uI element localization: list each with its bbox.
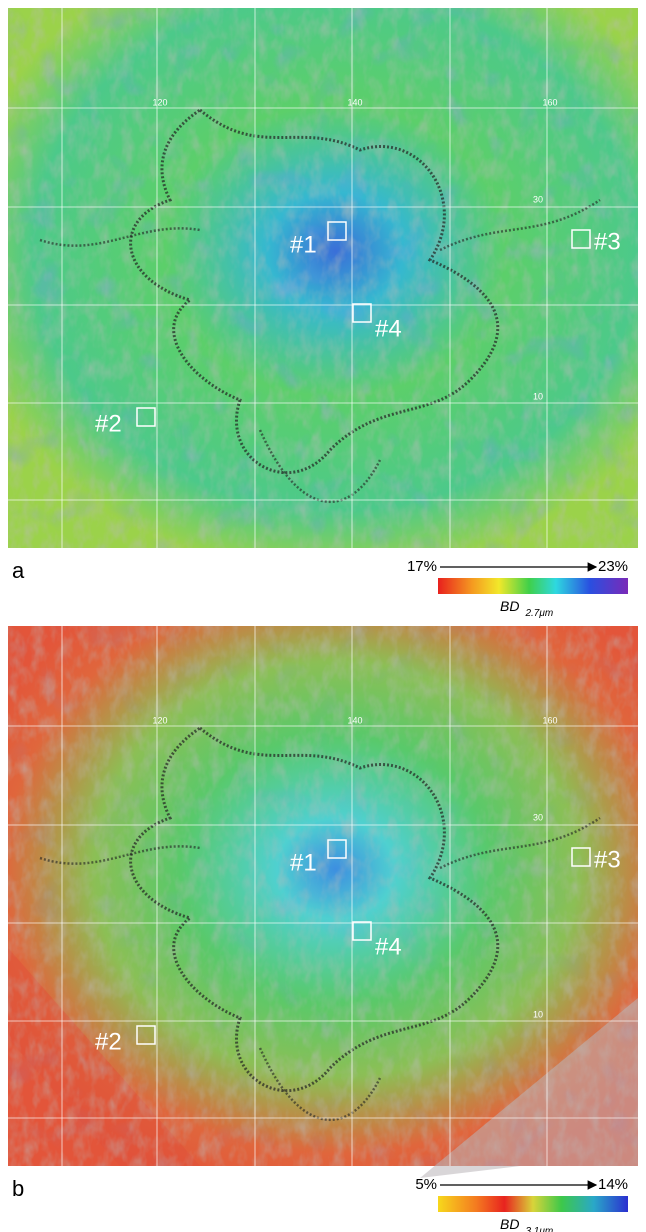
scale-name: BD 2.7μm	[500, 598, 553, 619]
scale-min: 17%	[407, 558, 437, 575]
scale-name: BD 3.1μm	[500, 1216, 553, 1232]
grid-label: 10	[533, 391, 543, 401]
grid-label: 120	[152, 715, 167, 725]
site-label: #3	[594, 846, 621, 873]
scale-subscript: 2.7μm	[524, 608, 553, 619]
colorbar	[438, 1196, 628, 1212]
map-panel: 120 140 160 30 10 #1 #2 #3 #4 a 17% 23% BD 2.7μm	[8, 8, 638, 619]
site-label: #4	[375, 315, 402, 342]
texture-blue	[8, 8, 638, 548]
scale-subscript: 3.1μm	[525, 1226, 553, 1232]
scale-min: 5%	[415, 1176, 437, 1193]
grid-label: 30	[533, 194, 543, 204]
panel-label: b	[12, 1176, 24, 1201]
grid-label: 140	[347, 715, 362, 725]
colorbar	[438, 578, 628, 594]
grid-label: 160	[542, 715, 557, 725]
grid-label: 30	[533, 812, 543, 822]
scale-name-main: BD	[500, 598, 519, 614]
grid-label: 120	[152, 97, 167, 107]
figure: 120 140 160 30 10 #1 #2 #3 #4 a 17% 23% BD 2.7μm 120 14…	[0, 0, 646, 1232]
scale-max: 14%	[598, 1176, 628, 1193]
site-label: #1	[290, 849, 317, 876]
site-label: #1	[290, 231, 317, 258]
site-label: #4	[375, 933, 402, 960]
site-label: #3	[594, 228, 621, 255]
scale-name-main: BD	[500, 1216, 519, 1232]
site-label: #2	[95, 410, 122, 437]
grid-label: 160	[542, 97, 557, 107]
panel-label: a	[12, 558, 25, 583]
grid-label: 140	[347, 97, 362, 107]
texture-blue	[8, 626, 638, 1166]
scale-max: 23%	[598, 558, 628, 575]
map-panel: 120 140 160 30 10 #1 #2 #3 #4 b 5% 14% BD 3.1μm	[8, 626, 638, 1232]
site-label: #2	[95, 1028, 122, 1055]
grid-label: 10	[533, 1009, 543, 1019]
